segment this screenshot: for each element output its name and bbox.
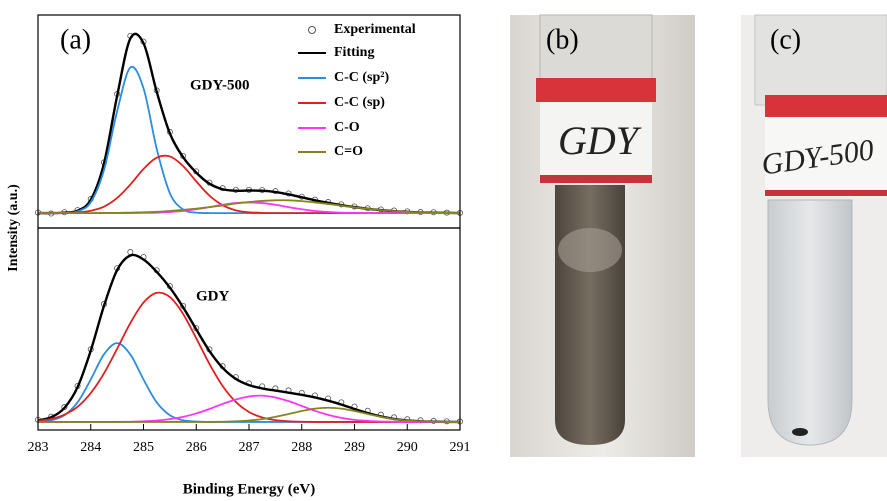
- tube-label: [765, 117, 887, 197]
- photo-b: (b) GDY: [510, 14, 695, 457]
- panel-label: (a): [60, 24, 91, 55]
- red-band: [540, 175, 652, 183]
- legend-label: C-C (sp): [334, 95, 385, 110]
- tube-label: [540, 102, 652, 180]
- sediment: [792, 428, 808, 436]
- series-line: [37, 199, 461, 215]
- y-axis-label: Intensity (a.u.): [6, 184, 21, 272]
- red-band: [765, 95, 887, 117]
- plot-frame: [37, 227, 461, 431]
- meniscus: [558, 228, 622, 272]
- x-tick-label: 284: [80, 440, 101, 455]
- series-line: [37, 154, 460, 215]
- panel-label: (c): [770, 24, 801, 55]
- x-axis-label: Binding Energy (eV): [183, 481, 316, 497]
- series-line: [37, 406, 461, 423]
- x-tick-label: 289: [344, 440, 365, 455]
- x-tick-label: 287: [239, 440, 260, 455]
- annotation: GDY: [196, 288, 230, 304]
- x-tick-label: 286: [186, 440, 207, 455]
- data-point: [61, 404, 68, 411]
- tube-body: [555, 185, 625, 445]
- plot-frame: [37, 14, 461, 229]
- legend-label: Experimental: [334, 22, 416, 37]
- series-line: [37, 32, 461, 215]
- tube-text: GDY: [558, 118, 642, 163]
- photo-c: (c) GDY-500: [741, 14, 887, 457]
- panel: GDY 283 284 285 286 287 288 289 290 291 Binding En…: [28, 227, 471, 497]
- x-tick-label: 285: [133, 440, 154, 455]
- x-tick-label: 291: [450, 440, 471, 455]
- series-line: [37, 342, 460, 423]
- panel-label: (b): [546, 24, 579, 55]
- legend-label: Fitting: [334, 45, 374, 60]
- x-tick-label: 290: [397, 440, 418, 455]
- tube-cap: [754, 14, 887, 106]
- panel: (a) GDY-500 Intensity (a.u.) Experimental Fi…: [6, 14, 463, 272]
- legend-label: C-C (sp²): [334, 70, 389, 85]
- annotation: GDY-500: [190, 77, 249, 93]
- legend-label: C-O: [334, 120, 360, 135]
- legend-symbol: [308, 26, 316, 34]
- x-tick-label: 283: [28, 440, 49, 455]
- tube-body: [767, 199, 853, 446]
- legend-label: C=O: [334, 144, 363, 159]
- red-band: [765, 190, 887, 196]
- x-tick-label: 288: [291, 440, 312, 455]
- tube-cap: [539, 14, 653, 86]
- red-band: [536, 78, 656, 102]
